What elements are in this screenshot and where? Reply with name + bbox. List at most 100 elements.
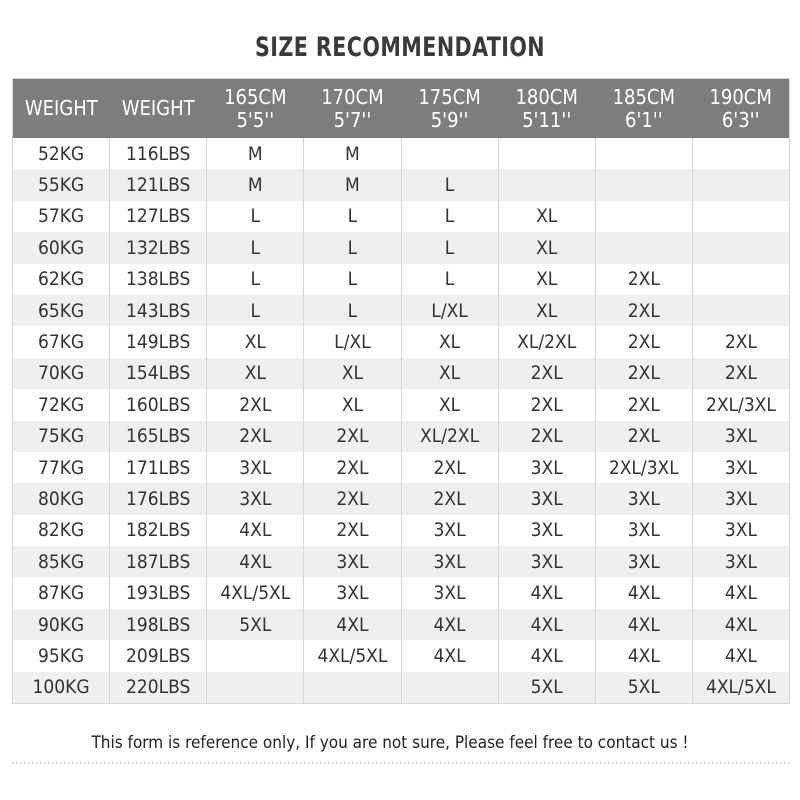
header-line1: 175CM: [418, 84, 481, 109]
table-cell: 2XL: [303, 514, 402, 547]
table-cell: XL: [400, 389, 499, 421]
table-cell: 80KG: [11, 483, 111, 515]
column-header: WEIGHT: [109, 78, 207, 138]
table-cell: 3XL: [497, 546, 596, 578]
table-cell: 3XL: [594, 546, 693, 578]
header-line1: 165CM: [224, 84, 287, 109]
table-row: 90KG 198LBS 5XL 4XL 4XL 4XL 4XL 4XL: [11, 608, 791, 641]
table-cell: 127LBS: [109, 200, 208, 233]
table-body: 52KG 116LBS M M 55KG 121LBS M M L 57KG 127LBS L L L XL…: [11, 138, 791, 704]
table-cell: 3XL: [691, 420, 791, 452]
table-cell: [497, 138, 596, 170]
table-cell: [691, 169, 791, 201]
table-cell: 2XL: [594, 420, 693, 452]
table-cell: 2XL: [206, 389, 305, 421]
table-row: 85KG 187LBS 4XL 3XL 3XL 3XL 3XL 3XL: [11, 546, 791, 578]
table-cell: [400, 138, 499, 170]
table-cell: 87KG: [11, 577, 111, 609]
header-line1: WEIGHT: [121, 96, 195, 120]
table-cell: [691, 263, 791, 295]
table-row: 75KG 165LBS 2XL 2XL XL/2XL 2XL 2XL 3XL: [11, 420, 791, 452]
table-cell: XL: [206, 326, 305, 358]
table-cell: 62KG: [11, 263, 111, 295]
table-cell: 4XL: [497, 608, 596, 641]
table-cell: [206, 671, 305, 704]
table-cell: 4XL: [497, 640, 596, 672]
header-line1: 190CM: [709, 84, 772, 109]
table-cell: 3XL: [303, 577, 402, 609]
table-cell: 149LBS: [109, 326, 208, 358]
table-cell: [594, 169, 693, 201]
table-cell: 72KG: [11, 389, 111, 421]
table-cell: 220LBS: [109, 671, 208, 704]
table-cell: 4XL: [691, 608, 791, 641]
header-line2: 5'9'': [430, 107, 469, 132]
table-cell: 3XL: [206, 451, 305, 484]
table-cell: 75KG: [11, 420, 111, 452]
table-cell: L: [206, 294, 305, 327]
table-row: 95KG 209LBS 4XL/5XL 4XL 4XL 4XL 4XL: [11, 640, 791, 672]
table-cell: 138LBS: [109, 263, 208, 295]
table-cell: 2XL: [303, 420, 402, 452]
divider: [12, 762, 790, 764]
table-cell: XL/2XL: [400, 420, 499, 452]
table-cell: 57KG: [11, 200, 111, 233]
column-header: 180CM 5'11'': [498, 78, 596, 138]
table-cell: [206, 640, 305, 672]
table-cell: 132LBS: [109, 232, 208, 264]
table-cell: [691, 232, 791, 264]
table-cell: XL: [497, 263, 596, 295]
table-cell: 176LBS: [109, 483, 208, 515]
table-cell: 3XL: [400, 577, 499, 609]
table-cell: 70KG: [11, 357, 111, 390]
table-cell: 4XL: [691, 640, 791, 672]
column-header: 185CM 6'1'': [595, 78, 693, 138]
page-title: SIZE RECOMMENDATION: [254, 32, 546, 63]
table-cell: [691, 200, 791, 233]
column-header: 170CM 5'7'': [303, 78, 401, 138]
table-row: 82KG 182LBS 4XL 2XL 3XL 3XL 3XL 3XL: [11, 514, 791, 547]
table-cell: 2XL: [691, 357, 791, 390]
table-cell: 2XL: [303, 483, 402, 515]
table-cell: XL: [206, 357, 305, 390]
table-cell: 2XL: [594, 389, 693, 421]
table-cell: L/XL: [303, 326, 402, 358]
table-cell: M: [206, 169, 305, 201]
header-line2: 6'3'': [721, 107, 760, 132]
table-cell: 67KG: [11, 326, 111, 358]
header-line2: 5'7'': [333, 107, 372, 132]
table-cell: 100KG: [11, 671, 111, 704]
table-cell: 4XL: [400, 640, 499, 672]
table-cell: 2XL/3XL: [691, 389, 791, 421]
table-row: 67KG 149LBS XL L/XL XL XL/2XL 2XL 2XL: [11, 326, 791, 358]
table-cell: 4XL: [594, 640, 693, 672]
column-header: 190CM 6'3'': [692, 78, 790, 138]
table-cell: 3XL: [497, 514, 596, 547]
table-cell: 82KG: [11, 514, 111, 547]
table-cell: 4XL: [206, 514, 305, 547]
table-row: 100KG 220LBS 5XL 5XL 4XL/5XL: [11, 671, 791, 704]
header-line1: 170CM: [321, 84, 384, 109]
table-row: 80KG 176LBS 3XL 2XL 2XL 3XL 3XL 3XL: [11, 483, 791, 515]
disclaimer-note: This form is reference only, If you are …: [91, 733, 689, 753]
column-header: 175CM 5'9'': [401, 78, 499, 138]
table-cell: XL: [303, 389, 402, 421]
table-cell: 2XL: [691, 326, 791, 358]
table-cell: 5XL: [497, 671, 596, 704]
header-line2: 5'5'': [236, 107, 275, 132]
table-cell: L/XL: [400, 294, 499, 327]
table-cell: XL: [497, 232, 596, 264]
table-cell: 2XL: [303, 451, 402, 484]
table-cell: 3XL: [691, 546, 791, 578]
table-cell: XL: [303, 357, 402, 390]
header-line1: 180CM: [515, 84, 578, 109]
table-row: 70KG 154LBS XL XL XL 2XL 2XL 2XL: [11, 357, 791, 390]
table-cell: 5XL: [206, 608, 305, 641]
table-cell: 187LBS: [109, 546, 208, 578]
table-cell: 4XL: [400, 608, 499, 641]
table-cell: 4XL/5XL: [206, 577, 305, 609]
header-line1: 185CM: [612, 84, 676, 109]
table-cell: 3XL: [497, 451, 596, 484]
table-cell: XL: [497, 200, 596, 233]
table-row: 55KG 121LBS M M L: [11, 169, 791, 201]
